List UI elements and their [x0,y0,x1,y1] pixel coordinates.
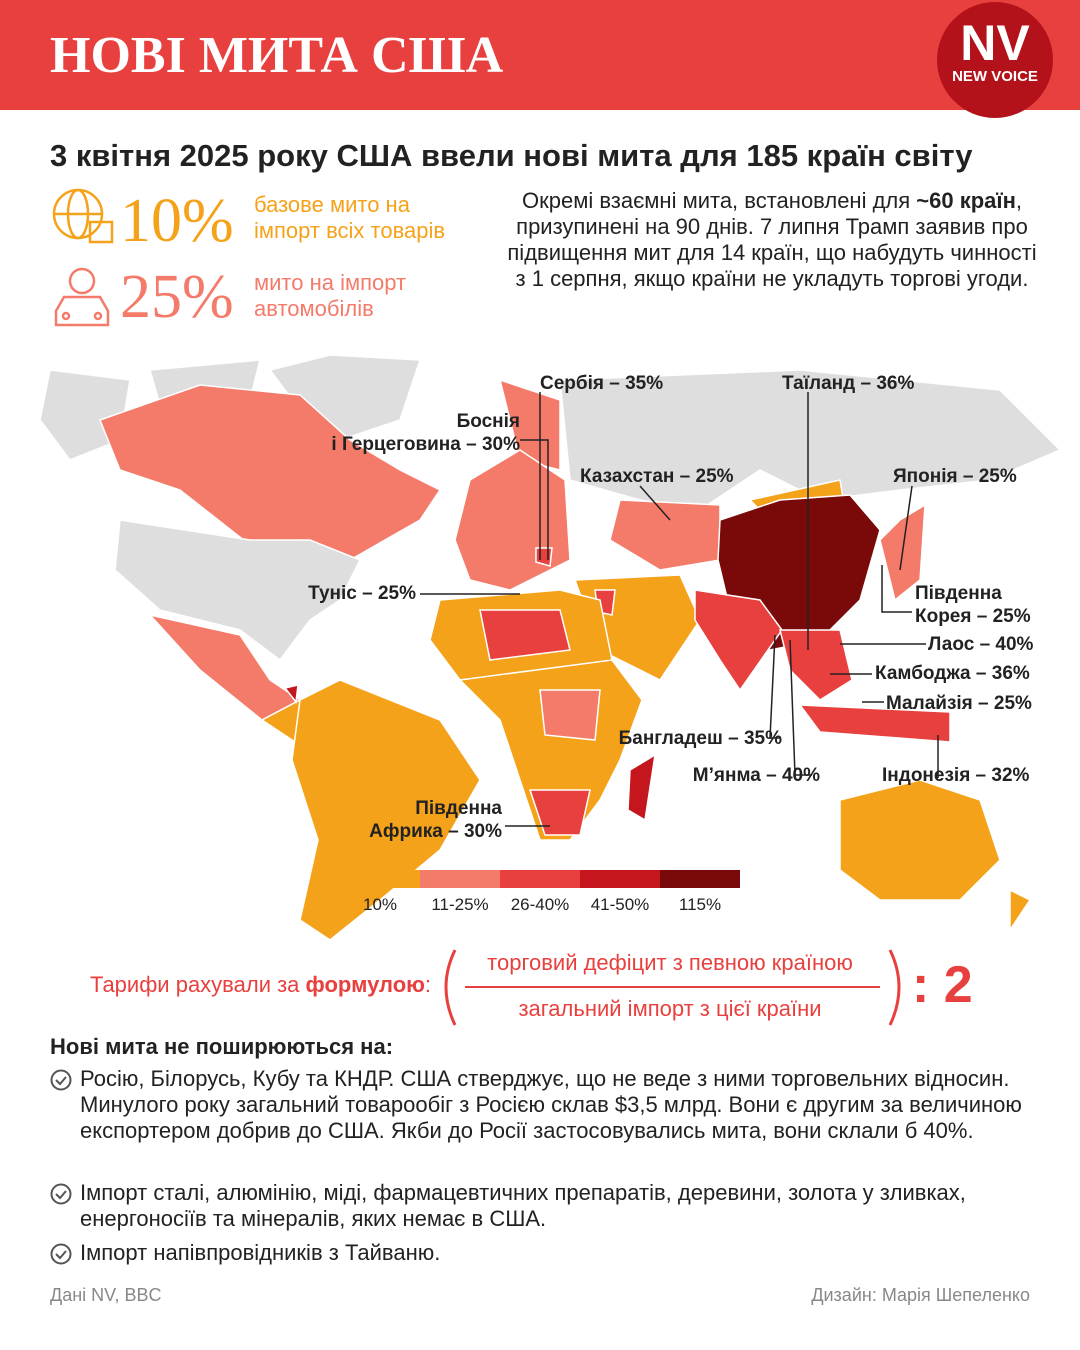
map-label: Боснія і Герцеговина – 30% [331,411,520,455]
note-bold: ~60 країн [916,188,1016,213]
map-label: Японія – 25% [893,466,1017,487]
stat-text: базове мито на імпорт всіх товарів [254,192,446,243]
map-label: Південна Корея – 25% [915,583,1031,627]
region [1009,888,1032,933]
map-label: Бангладеш – 35% [618,728,782,749]
map-label: Лаос – 40% [928,634,1034,655]
map-label: Камбоджа – 36% [875,663,1030,684]
leader-line [769,634,780,739]
legend-swatch [580,870,660,888]
region [479,609,571,661]
leader-line [789,639,812,776]
legend-label: 10% [363,895,397,914]
leader-line [881,565,912,613]
region [283,684,299,704]
formula-text: : [424,972,432,997]
leader-line [520,439,549,560]
stat-icons [52,188,114,327]
region [114,519,362,662]
check-icon [50,1069,72,1096]
credit: Дизайн: Марія Шепеленко [811,1285,1030,1305]
note: Окремі взаємні мита, встановлені для ~60… [507,188,1037,292]
region [694,589,783,692]
header-band [0,0,1080,110]
map-label: Казахстан – 25% [580,466,734,487]
region [798,704,951,743]
legend-swatch [340,870,420,888]
region [528,789,591,836]
formula-brackets [444,949,901,1026]
legend-swatch [500,870,580,888]
formula-text: Тарифи рахували за [90,972,306,997]
formula-bold: формулою [305,972,425,997]
legend-label: 41-50% [591,895,650,914]
region [454,449,571,591]
map-label: Сербія – 35% [540,373,664,394]
logo-name: NEW VOICE [952,68,1038,85]
denominator: загальний імпорт з цієї країни [518,996,822,1021]
map-label: Індонезія – 32% [882,765,1030,786]
region [539,689,601,741]
stat-text: мито на імпорт автомобілів [254,270,407,321]
exclusion-item: Росію, Білорусь, Кубу та КНДР. США ствер… [80,1066,1022,1143]
region [609,499,721,571]
note-text: , призупинені на 90 днів. 7 липня Трамп … [507,188,1037,291]
source: Дані NV, BBC [50,1285,162,1305]
formula-lead: Тарифи рахували за формулою: [90,972,431,998]
exclusions-title: Нові мита не поширюються на: [50,1034,394,1059]
exclusion-item: Імпорт напівпровідників з Тайваню. [80,1240,441,1265]
world-map: 10% 11-25% 26-40% 41-50% 115% [39,354,1062,940]
map-label: Малайзія – 25% [886,693,1032,714]
legend-swatch [420,870,500,888]
check-icon [50,1243,72,1270]
map-label: Південна Африка – 30% [369,798,502,842]
region [779,629,853,701]
region [627,753,656,822]
numerator: торговий дефіцит з певною країною [487,950,853,975]
legend-label: 11-25% [431,895,488,914]
map-label: М’янма – 40% [692,765,820,786]
divisor: : 2 [912,956,973,1014]
note-text: Окремі взаємні мита, встановлені для [521,188,917,213]
region [99,384,442,561]
leader-line [899,485,913,571]
legend-label: 26-40% [511,895,570,914]
subtitle: 3 квітня 2025 року США ввели нові мита д… [50,138,973,173]
region [559,369,1062,511]
map-label: Таїланд – 36% [782,373,915,394]
leader-line [639,485,671,521]
legend-swatch [660,870,740,888]
stat-value: 25% [120,263,234,331]
logo: NV NEW VOICE [937,2,1053,118]
region [839,779,1001,901]
stat-value: 10% [120,187,234,255]
check-icon [50,1183,72,1210]
region [535,547,553,567]
legend-label: 115% [679,895,721,914]
title: НОВІ МИТА США [50,27,504,84]
logo-mark: NV [960,15,1030,71]
map-label: Туніс – 25% [308,583,416,604]
exclusion-item: Імпорт сталі, алюмінію, міді, фармацевти… [80,1180,966,1231]
